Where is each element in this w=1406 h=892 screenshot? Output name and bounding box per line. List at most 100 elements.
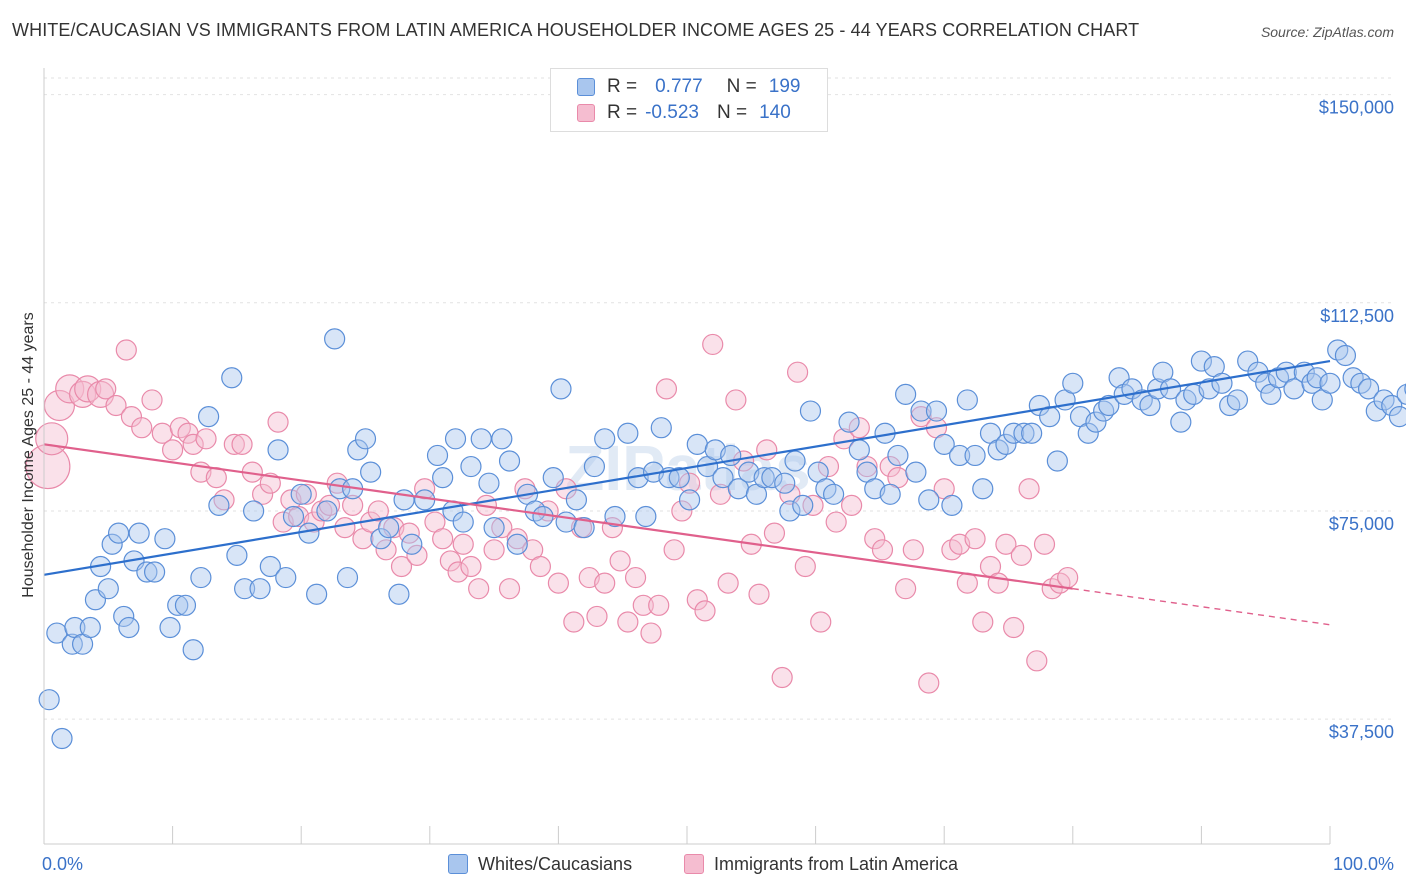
pink-data-point [406, 544, 428, 566]
legend-label-whites: Whites/Caucasians [478, 853, 633, 874]
pink-data-point [671, 500, 693, 522]
blue-data-point [128, 522, 150, 544]
pink-data-point [439, 550, 461, 572]
pink-data-point [594, 572, 616, 594]
pink-data-point [318, 494, 341, 517]
pink-data-point [617, 611, 639, 633]
blue-data-point [1170, 411, 1192, 433]
pink-data-point [686, 589, 708, 611]
blue-data-point [414, 489, 436, 511]
pink-data-point [131, 417, 153, 439]
blue-data-point [249, 578, 271, 600]
pink-data-point [694, 600, 716, 622]
pink-data-point [748, 583, 770, 605]
blue-data-point [678, 489, 701, 511]
pink-data-point [259, 472, 281, 494]
blue-data-point [324, 328, 346, 350]
pink-data-point [35, 422, 69, 456]
n-label: N = [726, 76, 757, 97]
pink-data-point [491, 517, 513, 539]
blue-data-point [118, 616, 140, 639]
pink-data-point [342, 494, 364, 517]
blue-data-point [1306, 367, 1328, 389]
blue-data-point [38, 689, 60, 711]
chart-title: WHITE/CAUCASIAN VS IMMIGRANTS FROM LATIN… [12, 20, 1140, 40]
blue-data-point [113, 605, 135, 628]
pink-data-point [182, 433, 204, 455]
pink-data-point [74, 375, 102, 403]
pink-data-point [717, 572, 739, 594]
blue-data-point [1198, 378, 1220, 400]
pink-data-point [295, 483, 317, 505]
pink-data-point [879, 455, 901, 478]
blue-data-point [1046, 450, 1068, 472]
blue-data-point [282, 505, 305, 528]
blue-data-point [573, 517, 595, 539]
blue-data-point [198, 405, 220, 428]
pink-data-point [648, 594, 670, 616]
blue-data-point [1085, 411, 1107, 433]
pink-data-point [786, 361, 809, 383]
blue-data-point [1319, 372, 1341, 394]
blue-data-point [316, 500, 338, 522]
blue-data-point [1013, 422, 1035, 444]
blue-data-point [1334, 344, 1357, 367]
blue-data-point [1381, 394, 1403, 417]
y-tick-label: $75,000 [1329, 514, 1394, 534]
blue-data-point [432, 467, 454, 489]
blue-data-point [604, 505, 626, 528]
r-value: -0.523 [645, 102, 699, 123]
blue-data-point [259, 555, 281, 578]
blue-data-point [1211, 372, 1233, 394]
blue-data-point [550, 378, 572, 400]
n-value: 140 [759, 102, 791, 123]
blue-data-point [761, 467, 783, 489]
pink-data-point [252, 483, 274, 505]
r-label: R = [607, 76, 638, 97]
blue-data-point [995, 433, 1017, 455]
blue-data-point [774, 472, 796, 494]
pink-data-point [632, 594, 654, 616]
blue-data-point [784, 450, 806, 472]
pink-data-point [367, 500, 389, 522]
legend-row-latin: R = -0.523 N = 140 [577, 101, 791, 125]
pink-data-point [1033, 533, 1056, 555]
pink-data-point [95, 378, 117, 400]
pink-data-point [231, 433, 253, 455]
blue-data-point [583, 455, 606, 478]
pink-data-point [468, 578, 490, 600]
blue-data-point [267, 439, 289, 461]
blue-data-point [1098, 394, 1120, 417]
pink-data-point [141, 389, 163, 411]
blue-data-point [887, 444, 909, 467]
pink-data-point [640, 622, 662, 644]
pink-data-point [771, 666, 793, 689]
blue-data-point [306, 583, 328, 605]
blue-data-point [107, 522, 130, 544]
pink-data-point [964, 528, 986, 550]
pink-data-point [483, 539, 505, 561]
blue-data-point [234, 578, 256, 600]
pink-data-point [195, 428, 217, 450]
blue-series-points [38, 328, 1406, 750]
blue-data-point [452, 511, 474, 533]
pink-data-point [817, 455, 840, 478]
trend-lines [43, 360, 1331, 626]
pink-trend-line-extension [1072, 587, 1331, 626]
pink-swatch [684, 854, 704, 874]
blue-data-point [905, 461, 927, 483]
pink-data-point [115, 339, 137, 361]
blue-data-point [378, 517, 400, 539]
blue-data-point [401, 533, 423, 555]
blue-data-point [949, 444, 971, 467]
blue-data-point [97, 578, 119, 600]
blue-data-point [290, 483, 312, 505]
blue-data-point [848, 439, 870, 461]
r-value: 0.777 [655, 76, 703, 97]
pink-data-point [506, 528, 528, 550]
legend-label-latin: Immigrants from Latin America [714, 853, 959, 874]
pink-data-point [563, 611, 585, 633]
bottom-legend-whites: Whites/Caucasians [448, 852, 632, 876]
pink-data-point [460, 555, 482, 578]
blue-data-point [1388, 405, 1406, 428]
